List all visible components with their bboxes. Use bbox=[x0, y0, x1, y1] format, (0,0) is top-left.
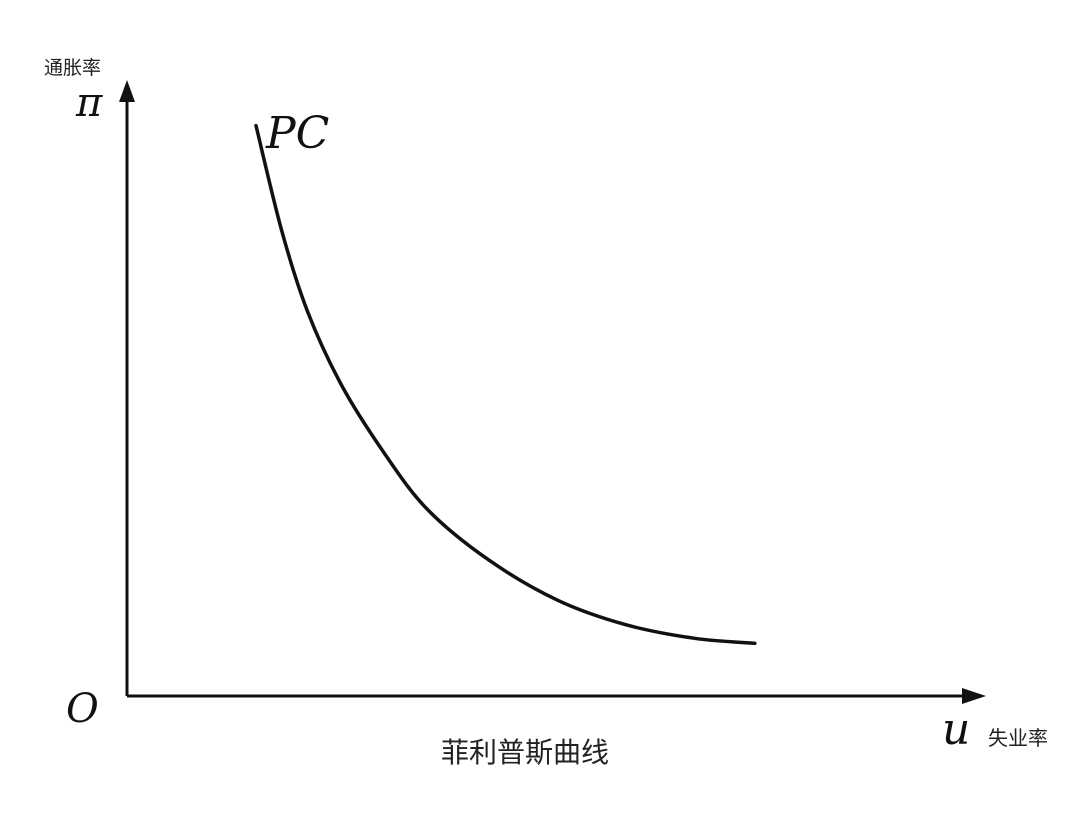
series-label-pc: PC bbox=[265, 108, 329, 159]
y-axis-symbol: π bbox=[75, 80, 103, 126]
x-axis-symbol: u bbox=[942, 704, 970, 755]
x-axis-label: 失业率 bbox=[988, 726, 1048, 750]
y-axis-label: 通胀率 bbox=[44, 57, 101, 79]
x-axis-arrow bbox=[962, 688, 986, 704]
series-line-pc bbox=[254, 123, 757, 646]
chart-title: 菲利普斯曲线 bbox=[441, 736, 609, 769]
origin-label: O bbox=[66, 686, 99, 732]
y-axis-arrow bbox=[119, 80, 135, 102]
